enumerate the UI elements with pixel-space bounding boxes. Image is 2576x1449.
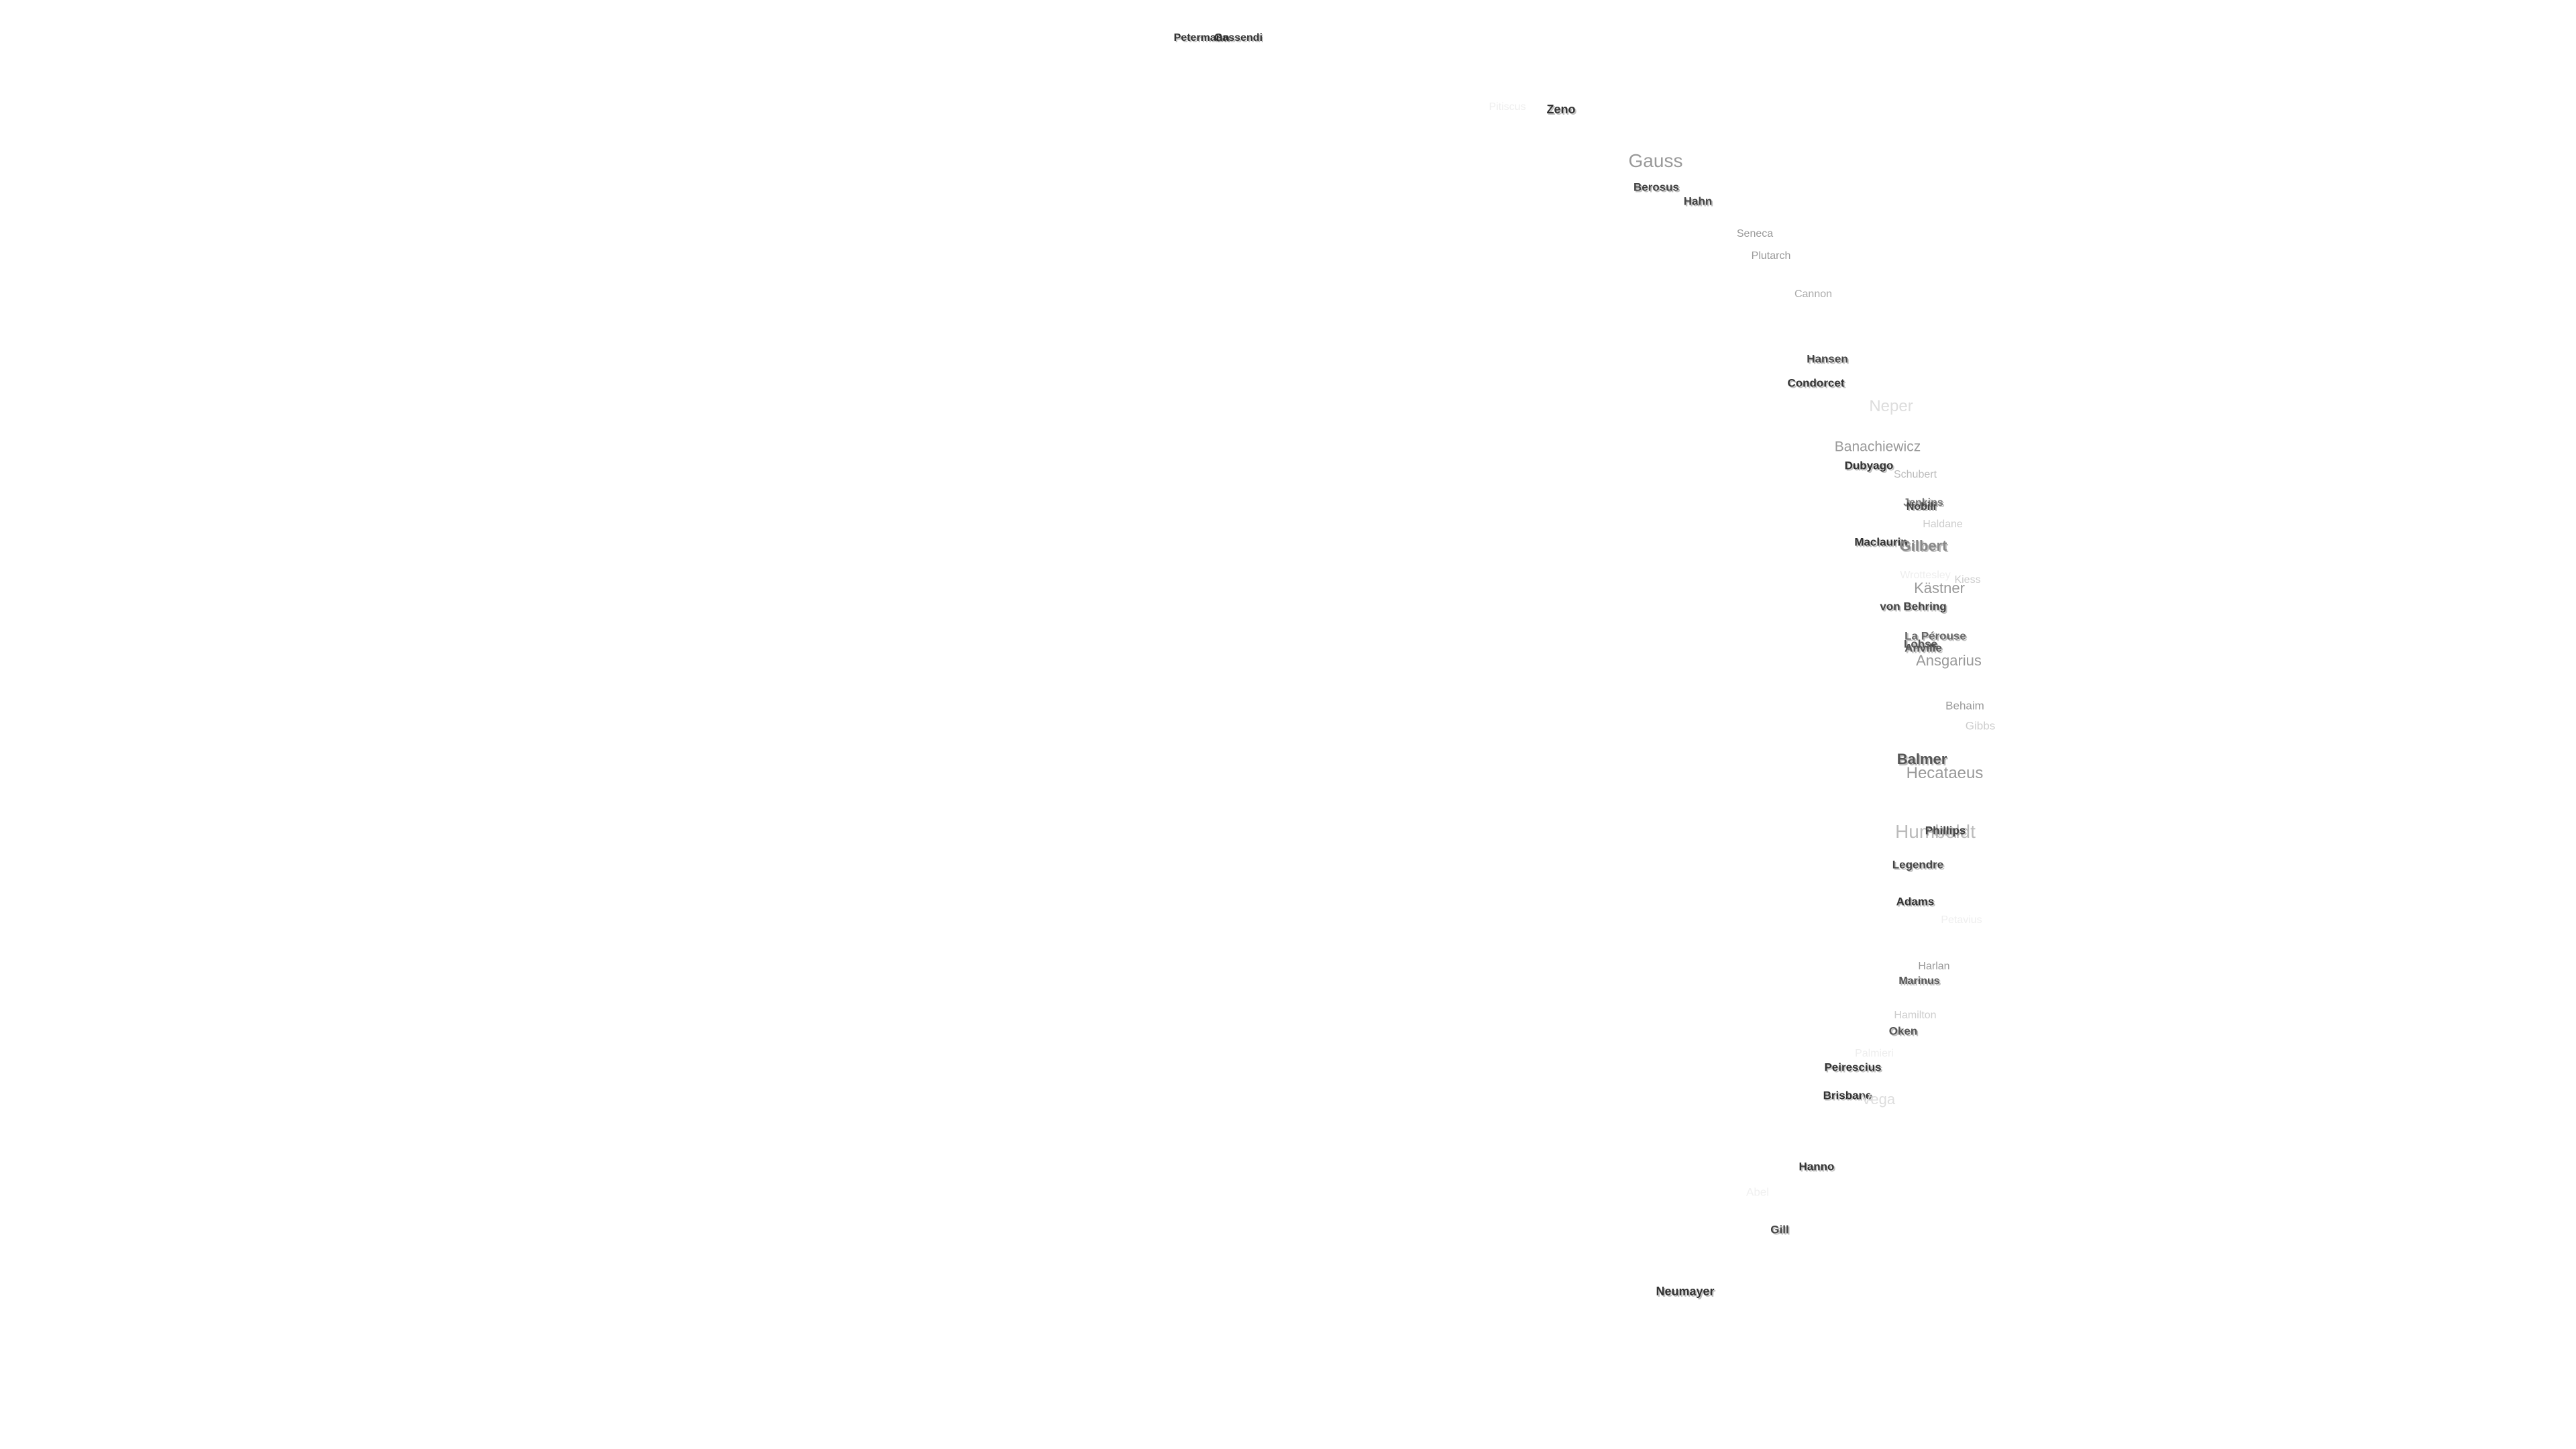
crater-label-petavius[interactable]: Petavius	[1941, 914, 1982, 926]
crater-label-neper[interactable]: Neper	[1869, 397, 1913, 415]
crater-label-la-p-rouse[interactable]: La Pérouse	[1904, 629, 1966, 643]
crater-label-ansgarius[interactable]: Ansgarius	[1916, 652, 1982, 669]
crater-label-peirescius[interactable]: Peirescius	[1824, 1061, 1882, 1074]
crater-label-kiess[interactable]: Kiess	[1954, 574, 1981, 586]
crater-label-haldane[interactable]: Haldane	[1923, 519, 1963, 530]
crater-label-lohse[interactable]: Lohse	[1903, 637, 1938, 651]
crater-label-hamilton[interactable]: Hamilton	[1894, 1010, 1937, 1021]
crater-label-pitiscus[interactable]: Pitiscus	[1489, 101, 1526, 113]
crater-label-schubert[interactable]: Schubert	[1893, 469, 1937, 480]
crater-label-condorcet[interactable]: Condorcet	[1787, 376, 1845, 390]
crater-label-humboldt[interactable]: Humboldt	[1895, 821, 1976, 842]
crater-label-dubyago[interactable]: Dubyago	[1844, 459, 1894, 472]
crater-label-gibbs[interactable]: Gibbs	[1965, 719, 1996, 733]
crater-label-banachiewicz[interactable]: Banachiewicz	[1834, 439, 1921, 455]
crater-label-cannon[interactable]: Cannon	[1794, 288, 1833, 300]
crater-label-gauss[interactable]: Gauss	[1628, 150, 1683, 171]
crater-label-hanno[interactable]: Hanno	[1799, 1160, 1835, 1173]
crater-label-nobili[interactable]: Nobili	[1906, 501, 1937, 513]
crater-label-berosus[interactable]: Berosus	[1633, 180, 1680, 194]
crater-label-petermann[interactable]: Petermann	[1173, 32, 1230, 44]
crater-label-brisbane[interactable]: Brisbane	[1823, 1089, 1872, 1102]
crater-label-phillips[interactable]: Phillips	[1925, 824, 1966, 837]
crater-label-marinus[interactable]: Marinus	[1898, 975, 1940, 987]
crater-label-jenkins[interactable]: Jenkins	[1903, 497, 1943, 508]
crater-label-harlan[interactable]: Harlan	[1918, 961, 1950, 972]
crater-label-neumayer[interactable]: Neumayer	[1656, 1285, 1715, 1298]
crater-label-hecataeus[interactable]: Hecataeus	[1906, 764, 1984, 782]
crater-label-gill[interactable]: Gill	[1770, 1223, 1789, 1236]
crater-label-maclaurin[interactable]: Maclaurin	[1854, 535, 1908, 549]
crater-label-von-behring[interactable]: von Behring	[1880, 600, 1947, 613]
crater-label-vega[interactable]: Vega	[1861, 1091, 1896, 1108]
crater-label-behaim[interactable]: Behaim	[1945, 699, 1984, 712]
crater-label-hansen[interactable]: Hansen	[1807, 352, 1848, 366]
crater-label-gilbert[interactable]: Gilbert	[1899, 537, 1947, 554]
crater-label-gassendi[interactable]: Gassendi	[1214, 32, 1263, 44]
crater-label-legendre[interactable]: Legendre	[1892, 858, 1944, 871]
crater-label-balmer[interactable]: Balmer	[1896, 751, 1947, 767]
crater-label-plutarch[interactable]: Plutarch	[1751, 250, 1791, 262]
crater-label-palmieri[interactable]: Palmieri	[1855, 1048, 1894, 1059]
crater-label-abel[interactable]: Abel	[1746, 1185, 1770, 1199]
crater-label-oken[interactable]: Oken	[1888, 1024, 1918, 1038]
crater-label-wrottesley[interactable]: Wrottesley	[1900, 570, 1951, 581]
crater-label-zeno[interactable]: Zeno	[1546, 103, 1576, 116]
crater-label-hahn[interactable]: Hahn	[1683, 195, 1713, 208]
crater-label-seneca[interactable]: Seneca	[1736, 228, 1774, 239]
crater-label-adams[interactable]: Adams	[1896, 895, 1935, 908]
crater-label-anville[interactable]: Anville	[1904, 641, 1942, 655]
crater-label-k-stner[interactable]: Kästner	[1914, 580, 1965, 596]
